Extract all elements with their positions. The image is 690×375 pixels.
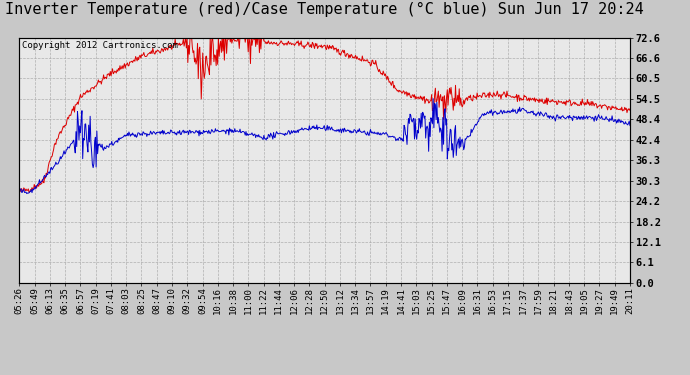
Text: Inverter Temperature (red)/Case Temperature (°C blue) Sun Jun 17 20:24: Inverter Temperature (red)/Case Temperat… bbox=[5, 2, 644, 17]
Text: Copyright 2012 Cartronics.com: Copyright 2012 Cartronics.com bbox=[22, 41, 178, 50]
